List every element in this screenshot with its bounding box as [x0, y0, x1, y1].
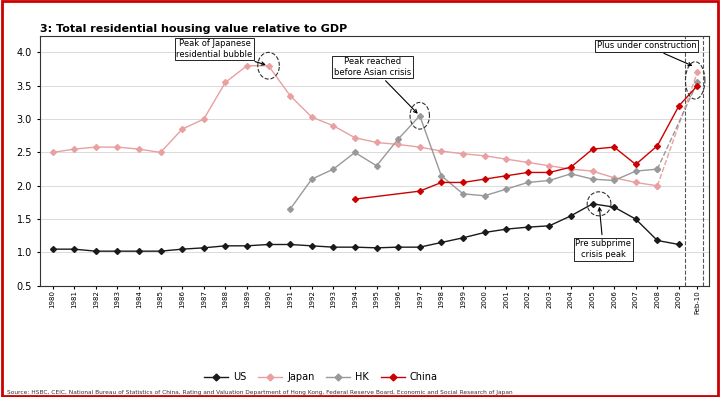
Legend: US, Japan, HK, China: US, Japan, HK, China: [200, 368, 442, 386]
Text: Source: HSBC, CEIC, National Bureau of Statistics of China, Rating and Valuation: Source: HSBC, CEIC, National Bureau of S…: [7, 390, 513, 395]
Text: Peak reached
before Asian crisis: Peak reached before Asian crisis: [333, 58, 417, 113]
Text: Plus under construction: Plus under construction: [597, 41, 696, 66]
Text: 3: Total residential housing value relative to GDP: 3: Total residential housing value relat…: [40, 23, 347, 34]
Text: Peak of Japanese
residential bubble: Peak of Japanese residential bubble: [176, 39, 265, 65]
Text: Pre subprime
crisis peak: Pre subprime crisis peak: [575, 208, 631, 259]
